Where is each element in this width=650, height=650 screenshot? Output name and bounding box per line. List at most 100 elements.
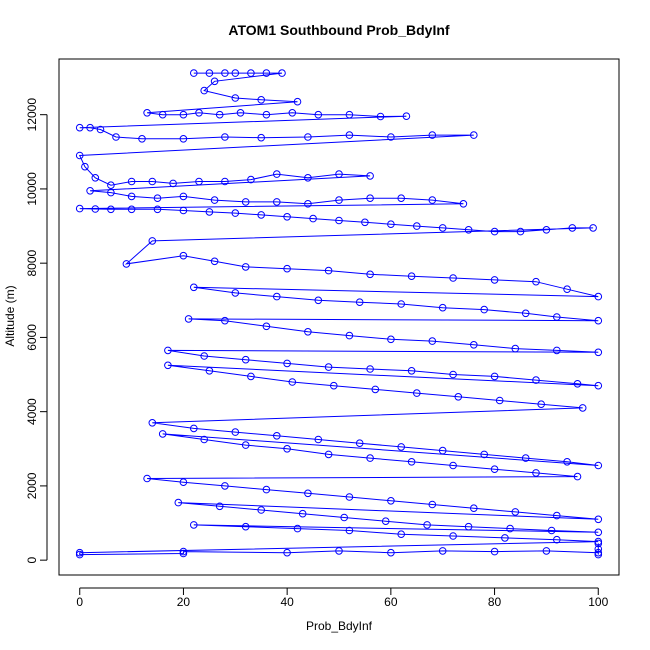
data-point <box>335 196 343 204</box>
data-point <box>75 548 84 557</box>
data-point <box>195 177 203 186</box>
data-point <box>553 511 561 520</box>
data-point <box>241 263 250 271</box>
data-point <box>179 251 188 260</box>
data-point <box>81 162 89 171</box>
data-point <box>86 187 94 195</box>
data-point <box>262 69 271 77</box>
data-point <box>381 517 390 526</box>
data-point <box>459 200 468 208</box>
data-point <box>221 69 229 77</box>
data-point <box>594 515 603 524</box>
data-point <box>314 110 323 119</box>
data-point <box>449 461 457 470</box>
data-point <box>490 372 499 381</box>
data-point <box>387 497 395 505</box>
data-point <box>273 292 281 301</box>
data-point <box>107 205 115 214</box>
data-point <box>553 535 561 544</box>
data-point <box>247 69 255 77</box>
x-tick-label: 100 <box>588 595 608 609</box>
data-point <box>283 445 291 453</box>
data-point <box>464 226 473 234</box>
series-layer <box>75 69 603 559</box>
data-point <box>179 206 188 215</box>
data-point <box>184 315 193 323</box>
data-point <box>335 216 343 225</box>
data-point <box>428 500 437 509</box>
data-point <box>480 450 489 459</box>
data-point <box>532 277 540 286</box>
data-point <box>314 296 323 305</box>
data-point <box>153 194 162 202</box>
data-point <box>511 344 520 353</box>
data-point <box>221 482 229 490</box>
data-point <box>210 77 219 86</box>
data-point <box>210 196 219 204</box>
data-point <box>215 502 224 511</box>
y-tick-label: 4000 <box>25 398 39 425</box>
data-point <box>179 110 188 119</box>
data-point <box>506 524 514 533</box>
data-point <box>179 192 188 201</box>
data-point <box>314 435 323 444</box>
data-point <box>324 450 333 459</box>
data-point <box>179 478 188 487</box>
data-point <box>594 292 603 301</box>
data-point <box>366 365 374 373</box>
data-point <box>573 380 582 388</box>
data-point <box>387 220 395 228</box>
x-axis: 0 20 40 60 80 100 <box>76 587 609 609</box>
data-point <box>355 439 364 448</box>
data-point <box>241 522 250 531</box>
x-tick-label: 20 <box>177 595 191 609</box>
data-point <box>516 227 525 236</box>
data-point <box>547 526 556 535</box>
data-point <box>428 196 437 204</box>
data-point <box>521 454 530 462</box>
data-point <box>283 264 291 273</box>
data-point <box>75 550 84 559</box>
data-point <box>304 133 312 141</box>
data-point <box>236 109 245 117</box>
plot-frame <box>58 58 620 576</box>
data-point <box>335 170 343 178</box>
x-tick-label: 60 <box>384 595 398 609</box>
data-point <box>542 547 551 555</box>
data-point <box>594 316 603 325</box>
data-point <box>304 328 312 336</box>
data-point <box>158 430 167 438</box>
data-point <box>241 441 250 449</box>
data-point <box>438 446 447 455</box>
data-point <box>247 372 255 381</box>
data-point <box>413 389 421 397</box>
data-point <box>190 521 198 529</box>
data-point <box>278 69 286 77</box>
data-point <box>345 526 354 535</box>
data-point <box>542 226 551 234</box>
data-point <box>148 419 157 427</box>
data-point <box>449 370 457 379</box>
x-tick-label: 40 <box>280 595 294 609</box>
data-point <box>164 361 172 370</box>
data-point <box>402 112 411 120</box>
data-point <box>288 109 297 117</box>
data-point <box>221 316 229 325</box>
data-point <box>438 547 447 555</box>
data-point <box>454 393 463 401</box>
data-point <box>96 125 105 134</box>
data-point <box>594 348 603 357</box>
data-point <box>490 547 499 556</box>
data-point <box>200 435 208 444</box>
data-point <box>470 504 478 513</box>
data-point <box>423 521 431 529</box>
data-point <box>470 131 478 139</box>
data-point <box>371 385 380 394</box>
data-point <box>273 432 281 440</box>
data-point <box>257 211 266 219</box>
data-point <box>283 213 291 221</box>
data-point <box>283 548 291 557</box>
data-point <box>262 110 271 119</box>
data-point <box>501 534 509 542</box>
